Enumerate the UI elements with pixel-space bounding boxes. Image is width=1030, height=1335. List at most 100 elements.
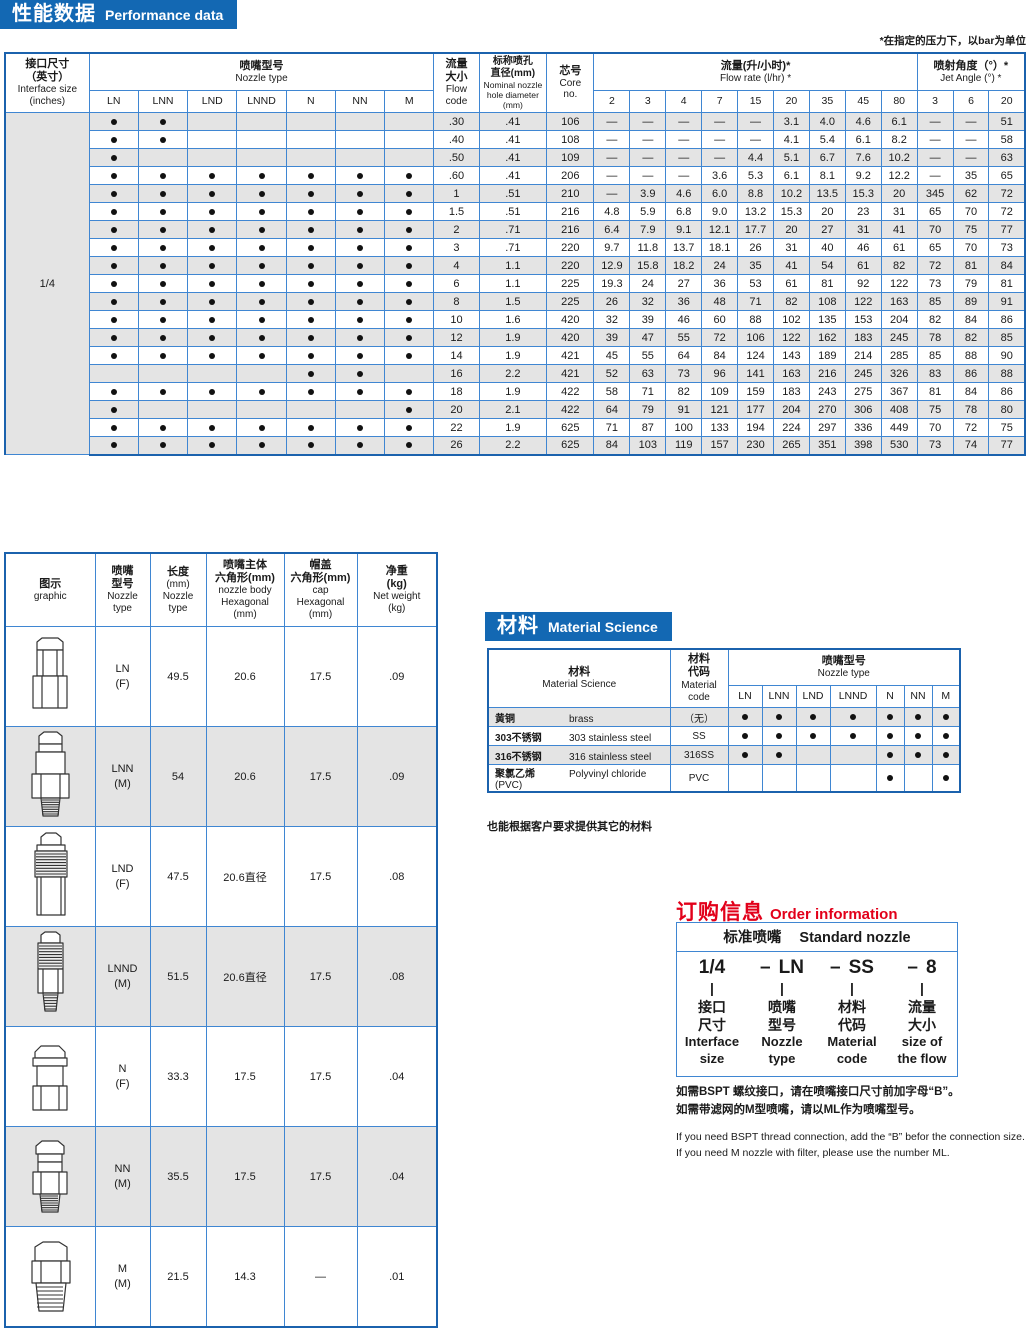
- cell-mat-ln: [727, 726, 763, 747]
- order-label-en2-1: type: [768, 1051, 796, 1067]
- cell-core-no: 109: [546, 148, 595, 168]
- cell-flow-rate-4: —: [665, 148, 703, 168]
- bullet-dot: [209, 172, 216, 179]
- order-label-cn2-3: 大小: [908, 1016, 936, 1033]
- cell-flow-rate-80: 122: [880, 274, 918, 294]
- cell-jet-angle-6: 35: [952, 166, 990, 186]
- th-body-hex-en1: nozzle body: [218, 585, 272, 597]
- cell-body-hex: 20.6直径: [205, 826, 285, 928]
- cell-nozzle-lnnd: [236, 238, 287, 258]
- cell-flow-rate-15: 5.3: [737, 166, 774, 186]
- cell-hole-diameter: 1.1: [478, 274, 548, 294]
- cell-nozzle-type: LNN (M): [94, 726, 151, 828]
- cell-flow-rate-20: 3.1: [772, 112, 810, 132]
- bullet-dot: [357, 172, 364, 179]
- table-row: LNN (M) 54 20.6 17.5.09: [4, 726, 438, 828]
- bullet-dot: [110, 280, 117, 287]
- nozzle-m-icon: [6, 1229, 95, 1324]
- cell-flow-code: 26: [433, 436, 480, 456]
- order-label-cn1-3: 流量: [908, 998, 936, 1015]
- order-bar-col-1: |: [747, 979, 817, 998]
- cell-nozzle-lnnd: [236, 418, 287, 438]
- cell-jet-angle-3: 70: [916, 418, 954, 438]
- bullet-dot: [160, 352, 167, 359]
- cell-mat-lnd: [795, 726, 831, 747]
- nozzle-type-code: M: [117, 1263, 128, 1276]
- cell-length: 21.5: [149, 1226, 207, 1329]
- th-pressure-4: 4: [665, 90, 703, 114]
- bullet-dot: [742, 714, 748, 721]
- cell-flow-rate-35: 5.4: [808, 130, 846, 150]
- bullet-dot: [357, 226, 364, 233]
- th-jet-angle-group: 喷射角度（°）* Jet Angle (°) *: [916, 52, 1026, 92]
- cell-flow-rate-3: 103: [629, 436, 667, 456]
- bullet-dot: [406, 262, 413, 269]
- nozzle-type-text: LNND (M): [96, 962, 150, 992]
- nozzle-ln-icon: [6, 629, 95, 724]
- cell-nozzle-nn: [334, 328, 386, 348]
- th-weight-en2: (kg): [388, 603, 406, 615]
- material-banner-cn: 材料: [497, 615, 539, 637]
- bullet-dot: [110, 316, 117, 323]
- th-pressure-15: 15: [737, 90, 774, 114]
- cell-core-no: 216: [546, 202, 595, 222]
- bullet-dot: [887, 733, 893, 740]
- bullet-dot: [406, 316, 413, 323]
- order-dash-2: –: [830, 957, 841, 978]
- bullet-dot: [209, 262, 216, 269]
- order-note-en-1: If you need BSPT thread connection, add …: [676, 1130, 1025, 1143]
- cell-flow-rate-7: 24: [701, 256, 739, 276]
- cell-core-no: 216: [546, 220, 595, 240]
- cell-nozzle-ln: [88, 346, 139, 366]
- th-core-en1: Core: [559, 77, 582, 89]
- cell-nozzle-ln: [88, 184, 139, 204]
- cell-flow-rate-80: 12.2: [880, 166, 918, 186]
- cell-core-no: 420: [546, 328, 595, 348]
- table-row: 26 2.2 625 84 103 119 157 230 265 351 398 530 73 74 77: [5, 436, 1027, 456]
- order-label-en1-1: Nozzle: [761, 1034, 803, 1050]
- cell-nozzle-n: [285, 346, 336, 366]
- th-code-cn2: 代码: [688, 666, 710, 679]
- cell-flow-rate-80: 326: [880, 364, 918, 384]
- cell-flow-rate-80: 245: [880, 328, 918, 348]
- bullet-dot: [110, 118, 117, 125]
- th-nozzle-col-lnn: LNN: [137, 90, 189, 114]
- cell-jet-angle-3: 85: [916, 346, 954, 366]
- bullet-dot: [209, 316, 216, 323]
- bullet-dot: [160, 262, 167, 269]
- cell-flow-rate-35: 27: [808, 220, 846, 240]
- cell-flow-rate-2: 6.4: [593, 220, 631, 240]
- cell-jet-angle-6: 89: [952, 292, 990, 312]
- cell-nozzle-m: [384, 184, 435, 204]
- cell-flow-rate-3: —: [629, 112, 667, 132]
- th-net-weight: 净重 (kg) Net weight (kg): [356, 552, 438, 628]
- bullet-dot: [307, 298, 314, 305]
- cell-nozzle-lnn: [137, 382, 189, 402]
- cell-nozzle-lnnd: [236, 436, 287, 456]
- cell-cap-hex: 17.5: [283, 1026, 358, 1128]
- table-row: 12 1.9 420 39 47 55 72 106 122 162 183 245 78 82 85: [5, 328, 1027, 348]
- cell-core-no: 225: [546, 292, 595, 312]
- cell-flow-rate-3: 63: [629, 364, 667, 384]
- th-core-no: 芯号 Core no.: [546, 52, 595, 114]
- cell-nozzle-m: [384, 364, 435, 384]
- cell-flow-code: 1: [433, 184, 480, 204]
- cell-flow-rate-15: 8.8: [737, 184, 774, 204]
- cell-body-hex: 20.6: [205, 626, 285, 728]
- bullet-dot: [406, 334, 413, 341]
- cell-flow-rate-3: 71: [629, 382, 667, 402]
- bullet-dot: [357, 388, 364, 395]
- cell-flow-rate-45: 153: [844, 310, 882, 330]
- table-row: 2.71 216 6.4 7.9 9.1 12.1 17.7 20 27 31 41 70 75 77: [5, 220, 1027, 240]
- performance-table-wrapper: 接口尺寸 （英寸） Interface size (inches) 喷嘴型号 N…: [3, 52, 1027, 456]
- cell-mat-lnn: [761, 726, 797, 747]
- cell-mat-nn: [903, 726, 933, 747]
- order-bar-col-2: |: [817, 979, 887, 998]
- cell-flow-rate-4: 55: [665, 328, 703, 348]
- cell-flow-rate-4: 73: [665, 364, 703, 384]
- bullet-dot: [915, 733, 921, 740]
- th-pressure-35: 35: [808, 90, 846, 114]
- performance-banner-cn: 性能数据: [12, 3, 96, 25]
- bullet-dot: [160, 208, 167, 215]
- bullet-dot: [209, 334, 216, 341]
